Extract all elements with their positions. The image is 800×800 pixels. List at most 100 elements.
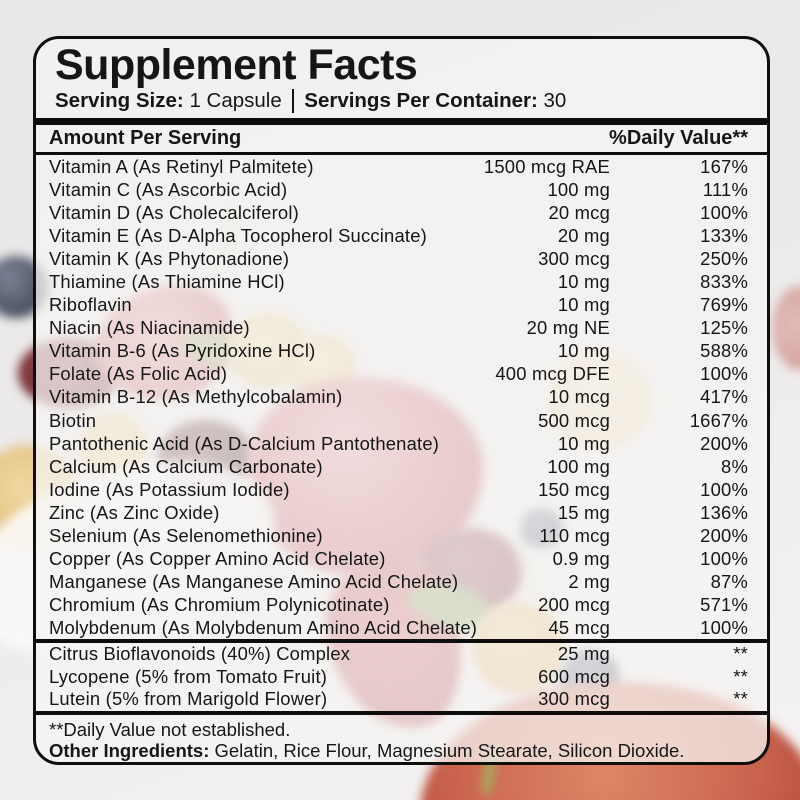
nutrient-amount: 200 mcg: [538, 594, 610, 616]
divider-thick: [36, 118, 767, 125]
nutrient-row: Vitamin B-6 (As Pyridoxine HCl) 10 mg 58…: [36, 339, 767, 362]
nutrient-amount: 20 mcg: [548, 201, 610, 223]
nutrient-name: Chromium (As Chromium Polynicotinate): [49, 594, 390, 616]
nutrient-name: Thiamine (As Thiamine HCl): [49, 270, 285, 292]
nutrient-amount: 300 mcg: [538, 247, 610, 269]
nutrient-name: Calcium (As Calcium Carbonate): [49, 455, 323, 477]
amount-per-serving-header: Amount Per Serving: [49, 127, 242, 149]
nutrient-amount: 400 mcg DFE: [495, 363, 610, 385]
nutrient-name: Vitamin K (As Phytonadione): [49, 247, 290, 269]
nutrient-amount: 20 mg: [557, 224, 610, 246]
nutrient-row: Vitamin B-12 (As Methylcobalamin) 10 mcg…: [36, 385, 767, 408]
nutrient-daily-value: **: [733, 688, 748, 710]
nutrient-daily-value: 100%: [700, 201, 748, 223]
nutrient-name: Niacin (As Niacinamide): [49, 317, 250, 339]
nutrient-daily-value: 8%: [721, 455, 748, 477]
table-header: Amount Per Serving %Daily Value**: [36, 125, 767, 152]
nutrient-name: Copper (As Copper Amino Acid Chelate): [49, 548, 386, 570]
nutrient-daily-value: 100%: [700, 617, 748, 639]
nutrient-name: Selenium (As Selenomethionine): [49, 525, 323, 546]
nutrient-amount: 300 mcg: [538, 688, 610, 710]
nutrient-name: Lycopene (5% from Tomato Fruit): [49, 665, 328, 687]
nutrient-row: Copper (As Copper Amino Acid Chelate) 0.…: [36, 547, 767, 570]
nutrient-daily-value: 100%: [700, 548, 748, 570]
nutrient-name: Vitamin A (As Retinyl Palmitete): [49, 155, 314, 177]
nutrient-amount: 110 mcg: [539, 525, 610, 546]
other-ingredients-value: Gelatin, Rice Flour, Magnesium Stearate,…: [214, 739, 685, 761]
nutrient-row: Vitamin A (As Retinyl Palmitete) 1500 mc…: [36, 155, 767, 178]
nutrient-daily-value: 100%: [700, 363, 748, 385]
nutrient-row: Folate (As Folic Acid) 400 mcg DFE 100%: [36, 362, 767, 385]
serving-size-label: Serving Size:: [55, 89, 184, 112]
nutrient-row: Riboflavin 10 mg 769%: [36, 293, 767, 316]
supplement-facts-panel: Supplement Facts Serving Size: 1 Capsule…: [33, 36, 770, 765]
nutrient-name: Vitamin D (As Cholecalciferol): [49, 201, 299, 223]
servings-per-container-label: Servings Per Container:: [304, 89, 538, 112]
nutrient-amount: 10 mg: [557, 340, 610, 362]
nutrient-name: Citrus Bioflavonoids (40%) Complex: [49, 643, 351, 665]
nutrient-daily-value: 417%: [700, 386, 748, 408]
separator-bar: [291, 89, 295, 113]
nutrient-row: Selenium (As Selenomethionine) 110 mcg 2…: [36, 524, 767, 547]
nutrient-amount: 15 mg: [557, 501, 610, 523]
nutrient-row: Niacin (As Niacinamide) 20 mg NE 125%: [36, 316, 767, 339]
nutrient-amount: 150 mcg: [538, 478, 610, 500]
servings-per-container-value: 30: [543, 89, 567, 112]
other-ingredients-label: Other Ingredients:: [49, 739, 210, 761]
nutrient-amount: 0.9 mg: [552, 548, 610, 570]
fruit-blur-image: [772, 286, 800, 370]
nutrient-row: Vitamin D (As Cholecalciferol) 20 mcg 10…: [36, 201, 767, 224]
nutrient-amount: 45 mcg: [548, 617, 610, 639]
daily-value-footnote: **Daily Value not established.: [49, 718, 291, 740]
nutrient-amount: 600 mcg: [538, 665, 610, 687]
nutrient-name: Riboflavin: [49, 294, 132, 316]
nutrient-name: Pantothenic Acid (As D-Calcium Pantothen…: [49, 432, 440, 454]
nutrient-amount: 1500 mcg RAE: [483, 155, 610, 177]
nutrient-amount: 25 mg: [557, 643, 610, 665]
divider-thin: [36, 152, 767, 155]
nutrient-name: Folate (As Folic Acid): [49, 363, 228, 385]
divider-mid: [36, 710, 767, 715]
nutrient-daily-value: 167%: [700, 155, 748, 177]
nutrient-daily-value: 87%: [710, 571, 748, 593]
proprietary-table: Citrus Bioflavonoids (40%) Complex 25 mg…: [36, 643, 767, 710]
nutrient-amount: 500 mcg: [538, 409, 610, 431]
nutrient-row: Molybdenum (As Molybdenum Amino Acid Che…: [36, 616, 767, 639]
nutrient-name: Lutein (5% from Marigold Flower): [49, 688, 328, 710]
nutrient-row: Pantothenic Acid (As D-Calcium Pantothen…: [36, 432, 767, 455]
nutrient-row: Lycopene (5% from Tomato Fruit) 600 mcg …: [36, 666, 767, 688]
nutrient-amount: 10 mcg: [548, 386, 610, 408]
nutrient-daily-value: 133%: [700, 224, 748, 246]
nutrient-table: Vitamin A (As Retinyl Palmitete) 1500 mc…: [36, 155, 767, 640]
nutrient-amount: 2 mg: [568, 571, 610, 593]
nutrient-daily-value: **: [733, 665, 748, 687]
nutrient-row: Manganese (As Manganese Amino Acid Chela…: [36, 570, 767, 593]
nutrient-name: Iodine (As Potassium Iodide): [49, 478, 290, 500]
nutrient-row: Biotin 500 mcg 1667%: [36, 409, 767, 432]
nutrient-daily-value: 833%: [700, 270, 748, 292]
serving-info: Serving Size: 1 Capsule Servings Per Con…: [55, 88, 767, 114]
panel-title: Supplement Facts: [55, 41, 418, 89]
nutrient-daily-value: 200%: [700, 432, 748, 454]
divider-mid: [36, 639, 767, 644]
nutrient-daily-value: 100%: [700, 478, 748, 500]
other-ingredients: Other Ingredients: Gelatin, Rice Flour, …: [36, 740, 767, 762]
nutrient-daily-value: 111%: [702, 178, 748, 200]
nutrient-amount: 100 mg: [547, 455, 610, 477]
nutrient-amount: 20 mg NE: [526, 317, 610, 339]
nutrient-name: Molybdenum (As Molybdenum Amino Acid Che…: [49, 617, 478, 639]
nutrient-name: Biotin: [49, 409, 97, 431]
daily-value-header: %Daily Value**: [609, 127, 748, 149]
nutrient-name: Vitamin E (As D-Alpha Tocopherol Succina…: [49, 224, 427, 246]
nutrient-row: Calcium (As Calcium Carbonate) 100 mg 8%: [36, 455, 767, 478]
nutrient-row: Thiamine (As Thiamine HCl) 10 mg 833%: [36, 270, 767, 293]
nutrient-row: Citrus Bioflavonoids (40%) Complex 25 mg…: [36, 643, 767, 665]
nutrient-row: Iodine (As Potassium Iodide) 150 mcg 100…: [36, 478, 767, 501]
nutrient-daily-value: 200%: [700, 525, 748, 546]
nutrient-name: Zinc (As Zinc Oxide): [49, 501, 220, 523]
nutrient-row: Zinc (As Zinc Oxide) 15 mg 136%: [36, 501, 767, 524]
nutrient-amount: 100 mg: [547, 178, 610, 200]
nutrient-row: Vitamin K (As Phytonadione) 300 mcg 250%: [36, 247, 767, 270]
nutrient-daily-value: 1667%: [689, 409, 748, 431]
